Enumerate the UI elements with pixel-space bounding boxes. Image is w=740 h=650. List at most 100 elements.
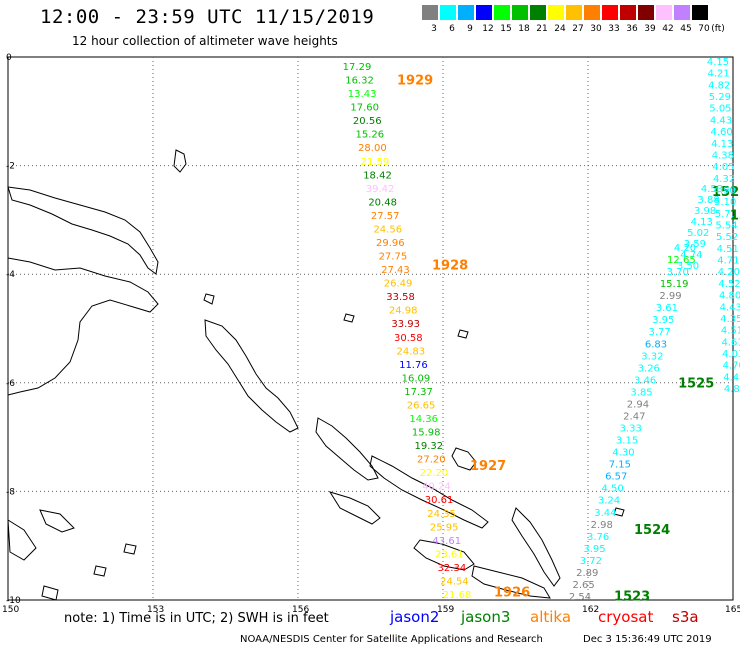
axis-tick-labels: 150 153 156 159 162 165 0 -2 -4 -6 -8 -10 xyxy=(2,53,740,615)
wave-height-value: 4.43 xyxy=(710,115,732,126)
wave-height-value: 2.65 xyxy=(572,580,594,591)
pass-time-label: 15 xyxy=(730,208,740,223)
scale-label: 33 xyxy=(608,24,620,34)
scale-swatch xyxy=(512,5,528,20)
wave-height-value: 33.58 xyxy=(386,292,415,303)
pass-time-label: 1926 xyxy=(494,586,530,601)
pass-time-label: 1525 xyxy=(712,185,740,200)
wave-height-value: 5.02 xyxy=(687,228,709,239)
makira-island xyxy=(471,565,551,599)
wave-height-value: 4.80 xyxy=(724,384,740,395)
scale-label: 9 xyxy=(467,24,473,34)
latitude-label: 0 xyxy=(6,53,12,63)
longitude-label: 153 xyxy=(147,605,164,615)
wave-height-value: 6.57 xyxy=(605,472,627,483)
scale-label: 3 xyxy=(431,24,437,34)
satellite-label-altika: altika xyxy=(530,608,572,626)
wave-height-value: 24.83 xyxy=(397,346,426,357)
wave-height-value: 3.95 xyxy=(583,544,605,555)
wave-height-value: 4.60 xyxy=(711,127,733,138)
scale-swatch xyxy=(674,5,690,20)
latitude-label: -6 xyxy=(6,379,15,389)
wave-height-value: 28.00 xyxy=(358,143,387,154)
scale-swatch xyxy=(548,5,564,20)
wave-height-value: 3.98 xyxy=(694,206,716,217)
longitude-label: 165 xyxy=(725,605,740,615)
small-island-9 xyxy=(457,329,469,339)
wave-height-value: 3.59 xyxy=(684,239,706,250)
pass-time-label: 1523 xyxy=(614,590,650,605)
wave-height-value: 4.03 xyxy=(722,349,740,360)
wave-height-value: 4.35 xyxy=(720,314,740,325)
scale-swatch xyxy=(602,5,618,20)
wave-height-value: 30.58 xyxy=(394,333,423,344)
wave-height-value: 4.20 xyxy=(718,267,740,278)
legend-note: note: 1) Time is in UTC; 2) SWH is in fe… xyxy=(64,611,329,626)
wave-height-value: 5.29 xyxy=(709,92,731,103)
scale-label: 70 xyxy=(698,24,710,34)
wave-height-value: 24.35 xyxy=(427,509,456,520)
scale-label: 27 xyxy=(572,24,584,34)
wave-height-value: 4.05 xyxy=(712,162,734,173)
wave-height-value: 3.77 xyxy=(649,327,671,338)
santa-isabel-island xyxy=(369,455,489,529)
wave-height-value: 39.42 xyxy=(366,184,395,195)
latitude-label: -10 xyxy=(6,596,21,606)
scale-swatch xyxy=(566,5,582,20)
satellite-label-s3a: s3a xyxy=(672,608,699,626)
wave-height-value: 4.13 xyxy=(691,217,713,228)
wave-height-value: 33.93 xyxy=(391,319,420,330)
scale-swatch xyxy=(422,5,438,20)
pass-time-label: 1928 xyxy=(432,258,468,273)
wave-height-value: 20.48 xyxy=(368,197,397,208)
wave-height-value: 15.98 xyxy=(412,428,441,439)
wave-height-value: 14.36 xyxy=(409,414,438,425)
wave-height-value: 3.33 xyxy=(620,424,642,435)
wave-height-value: 3.88 xyxy=(697,195,719,206)
new-ireland-island xyxy=(7,186,159,275)
wave-height-value: 27.75 xyxy=(379,252,408,263)
scale-label: 6 xyxy=(449,24,455,34)
scale-swatch xyxy=(440,5,456,20)
latitude-label: -4 xyxy=(6,270,15,280)
guadalcanal-island xyxy=(413,539,475,571)
wave-height-value: 12.65 xyxy=(667,255,696,266)
wave-height-value: 5.54 xyxy=(715,221,737,232)
wave-height-value: 3.76 xyxy=(587,532,609,543)
scale-label: 12 xyxy=(482,24,494,34)
wave-height-value: 26.49 xyxy=(384,279,413,290)
wave-height-value: 4.80 xyxy=(719,291,740,302)
pass-time-label: 1927 xyxy=(470,459,506,474)
choiseul-island xyxy=(315,417,379,481)
wave-height-value: 3.85 xyxy=(630,387,652,398)
wave-height-value: 11.76 xyxy=(399,360,428,371)
wave-height-value: 3.32 xyxy=(641,351,663,362)
longitude-label: 150 xyxy=(2,605,19,615)
buka-island xyxy=(451,447,477,471)
wave-height-value: 7.15 xyxy=(609,460,631,471)
credit-line: NOAA/NESDIS Center for Satellite Applica… xyxy=(240,634,543,645)
wave-height-value: 17.29 xyxy=(343,62,372,73)
wave-height-value: 25.95 xyxy=(430,522,459,533)
wave-height-value: 43.61 xyxy=(432,536,461,547)
new-georgia-island xyxy=(328,491,381,525)
wave-height-value: 21.68 xyxy=(443,590,472,601)
wave-height-value: 4.70 xyxy=(723,361,740,372)
scale-label: 42 xyxy=(662,24,674,34)
scale-swatch xyxy=(656,5,672,20)
scale-swatch xyxy=(692,5,708,20)
wave-height-value: 4.51 xyxy=(721,326,740,337)
small-island-8 xyxy=(41,585,59,601)
wave-height-value: 3.72 xyxy=(580,556,602,567)
wave-height-value: 17.60 xyxy=(350,103,379,114)
scale-label: 21 xyxy=(536,24,548,34)
wave-height-value: 4.52 xyxy=(718,279,740,290)
scale-label: 30 xyxy=(590,24,602,34)
wave-height-value: 19.32 xyxy=(414,441,443,452)
wave-height-value: 2.98 xyxy=(591,520,613,531)
longitude-label: 156 xyxy=(292,605,309,615)
wave-height-value: 5.71 xyxy=(715,209,737,220)
wave-height-value: 15.19 xyxy=(660,279,689,290)
wave-height-value: 4.74 xyxy=(680,250,702,261)
wave-height-value: 20.56 xyxy=(353,116,382,127)
